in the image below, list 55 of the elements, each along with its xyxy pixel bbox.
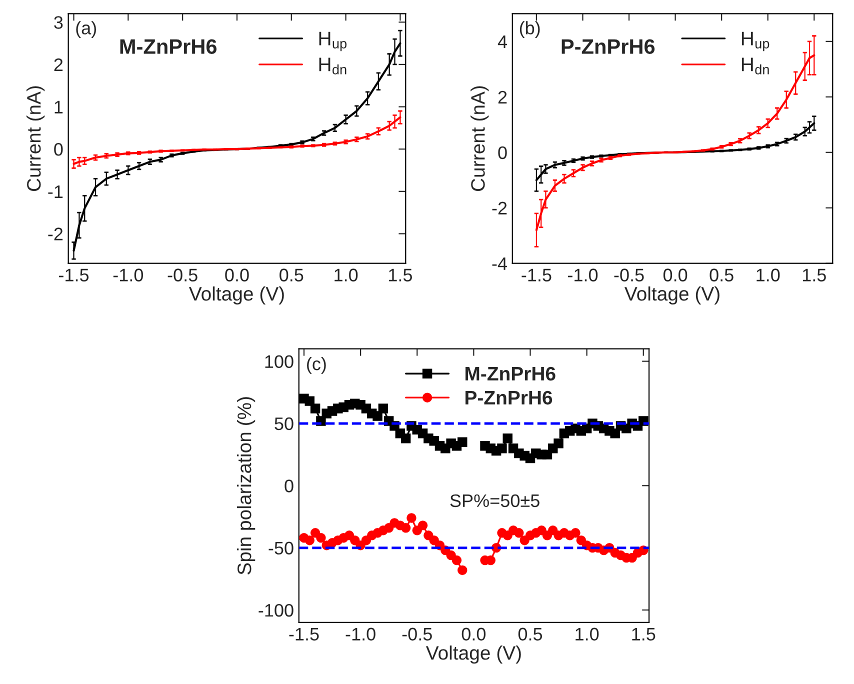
x-tick-label: -1.0 <box>568 268 598 282</box>
y-tick-label: 4 <box>498 36 508 48</box>
x-tick-label: 0.0 <box>225 268 249 282</box>
x-tick-label: 1.0 <box>576 628 599 641</box>
x-tick-label: 1.0 <box>756 268 780 282</box>
x-tick-label: 0.5 <box>518 628 542 641</box>
x-tick-label: -1.0 <box>346 628 376 641</box>
annotation: (b) <box>520 21 540 38</box>
legend-label: H$_{up}$ <box>319 32 347 52</box>
x-tick-label: 1.5 <box>632 628 656 641</box>
x-tick-label: 1.0 <box>334 268 358 282</box>
y-tick-label: 0 <box>498 146 507 160</box>
y-tick-label: 3 <box>54 16 63 29</box>
legend-label: H$_{dn}$ <box>319 58 346 74</box>
y-axis-title: Current (nA) <box>26 86 45 192</box>
y-tick-label: 50 <box>274 417 294 430</box>
y-axis-title: Current (nA) <box>470 86 489 192</box>
y-tick-label: 1 <box>54 100 63 114</box>
x-axis-title: Voltage (V) <box>426 646 521 664</box>
x-tick-label: -1.5 <box>289 628 319 641</box>
x-tick-label: -0.5 <box>614 268 644 282</box>
annotation: SP%=50±5 <box>450 494 540 508</box>
y-tick-label: -4 <box>492 257 508 270</box>
annotation: (c) <box>307 357 326 374</box>
y-axis-title: Spin polarization (%) <box>237 397 256 574</box>
x-axis-title: Voltage (V) <box>624 286 720 305</box>
y-tick-label: 2 <box>54 58 63 71</box>
x-tick-label: 0.5 <box>280 268 304 282</box>
y-tick-label: -1 <box>48 186 63 198</box>
legend-label: M-ZnPrH6 <box>466 366 556 381</box>
y-tick-label: 0 <box>284 480 294 492</box>
x-tick-label: 0.5 <box>710 268 734 282</box>
annotation: (a) <box>76 21 96 38</box>
y-tick-label: 0 <box>54 143 63 156</box>
x-tick-label: 1.5 <box>802 268 826 282</box>
y-tick-label: 2 <box>498 90 507 104</box>
annotation: P-ZnPrH6 <box>562 39 655 54</box>
x-tick-label: -1.5 <box>59 268 89 282</box>
x-tick-label: 0.0 <box>462 628 486 641</box>
y-tick-label: -50 <box>268 542 294 555</box>
annotation: M-ZnPrH6 <box>120 39 217 54</box>
x-tick-label: -0.5 <box>168 268 198 282</box>
legend-label: H$_{up}$ <box>742 32 770 52</box>
x-tick-label: -1.5 <box>522 268 552 282</box>
y-tick-label: 100 <box>265 355 294 368</box>
y-tick-label: -2 <box>492 202 507 214</box>
legend-label: P-ZnPrH6 <box>466 390 552 405</box>
y-tick-label: -100 <box>258 604 294 617</box>
x-tick-label: -1.0 <box>113 268 144 282</box>
y-tick-label: -2 <box>48 228 63 240</box>
x-tick-label: -0.5 <box>402 628 432 641</box>
x-tick-label: 0.0 <box>663 268 688 282</box>
x-tick-label: 1.5 <box>389 268 412 282</box>
x-axis-title: Voltage (V) <box>188 286 284 305</box>
legend-label: H$_{dn}$ <box>742 58 769 74</box>
